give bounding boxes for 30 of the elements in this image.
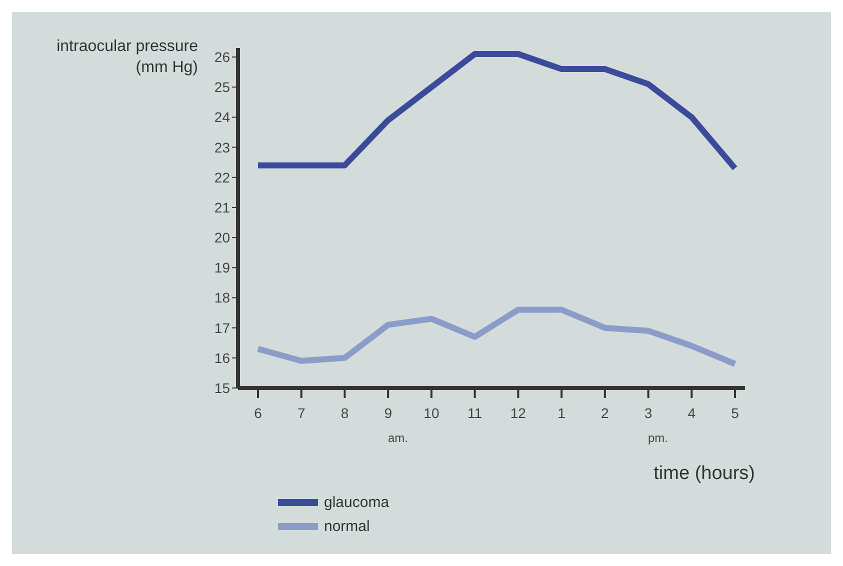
x-tick-label: 2 [601,405,610,421]
x-tick-label: 4 [688,405,696,421]
x-tick-label: 7 [297,405,306,421]
y-tick-label: 18 [214,290,230,306]
text: pm. [648,431,668,445]
y-axis-title: intraocular pressure (mm Hg) [56,37,198,78]
x-tick-label: 10 [424,405,440,421]
y-tick-label: 23 [214,139,230,156]
y-tick-label: 24 [214,109,230,126]
x-tick-label: 11 [468,405,482,421]
text: am. [388,431,408,445]
y-tick-label: 21 [214,199,230,216]
x-tick-label: 9 [384,405,392,421]
x-tick-label: 1 [558,405,566,421]
x-tick-label: 5 [731,405,740,421]
legend-label: glaucoma [324,494,390,510]
x-axis-title: time (hours) [654,463,755,485]
x-tick-label: 6 [254,405,262,421]
y-tick-label: 22 [214,169,230,186]
y-tick-label: 17 [214,320,230,336]
y-tick-label: 16 [214,350,230,366]
y-tick-label: 15 [214,380,230,396]
y-tick-label: 26 [214,48,230,65]
x-tick-label: 3 [644,405,652,421]
legend-label: normal [324,518,370,534]
x-tick-label: 12 [510,405,526,421]
y-tick-label: 19 [214,260,230,276]
x-tick-label: 8 [340,405,349,421]
y-tick-label: 25 [214,79,230,96]
y-tick-label: 20 [214,230,230,246]
